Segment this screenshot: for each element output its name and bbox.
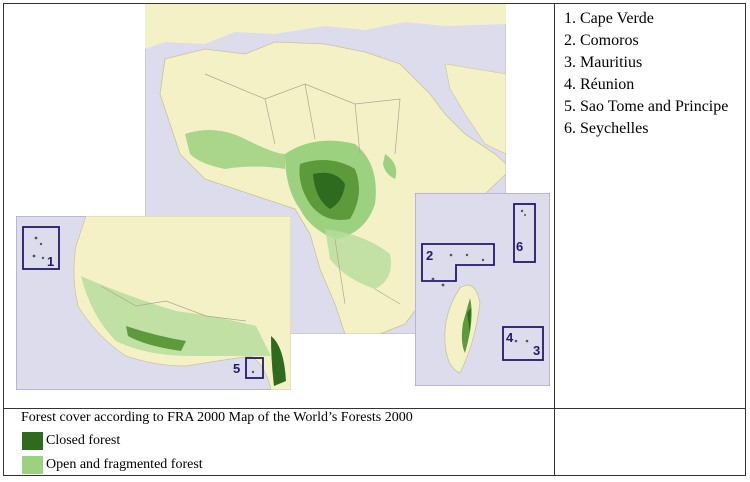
country-list: 1. Cape Verde 2. Comoros 3. Mauritius 4.… bbox=[564, 8, 744, 140]
legend-label: Open and fragmented forest bbox=[46, 457, 203, 472]
closed-forest-swatch bbox=[22, 432, 43, 450]
mauritius-marker-label: 3 bbox=[533, 343, 540, 358]
list-item: 3. Mauritius bbox=[564, 54, 643, 71]
list-item: 4. Réunion bbox=[564, 76, 635, 93]
list-item: 6. Seychelles bbox=[564, 120, 649, 137]
column-divider bbox=[554, 3, 555, 476]
comoros-marker-label: 2 bbox=[426, 248, 433, 263]
indian-ocean-islands-inset-map: 6 2 4 3 bbox=[415, 193, 550, 386]
open-forest-swatch bbox=[22, 456, 43, 474]
legend-item-closed-forest: Closed forest bbox=[22, 432, 120, 450]
legend-item-open-forest: Open and fragmented forest bbox=[22, 456, 203, 474]
list-item: 1. Cape Verde bbox=[564, 10, 654, 27]
list-item: 2. Comoros bbox=[564, 32, 639, 49]
west-africa-inset-map: 1 5 bbox=[16, 216, 291, 390]
sao-tome-marker-label: 5 bbox=[233, 361, 240, 376]
legend-label: Closed forest bbox=[46, 433, 121, 448]
row-divider bbox=[3, 408, 746, 409]
cape-verde-marker-label: 1 bbox=[47, 254, 54, 269]
list-item: 5. Sao Tome and Principe bbox=[564, 98, 729, 115]
reunion-marker-label: 4 bbox=[506, 330, 514, 345]
legend-title: Forest cover according to FRA 2000 Map o… bbox=[21, 410, 413, 425]
seychelles-marker-label: 6 bbox=[516, 239, 523, 254]
